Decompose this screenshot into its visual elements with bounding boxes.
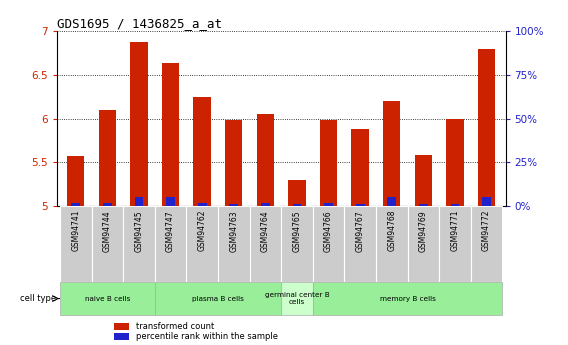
Text: GSM94771: GSM94771 bbox=[450, 210, 460, 252]
Bar bbox=[478, 49, 495, 206]
Text: GSM94765: GSM94765 bbox=[293, 210, 302, 252]
Text: GSM94763: GSM94763 bbox=[229, 210, 238, 252]
Bar bbox=[91, 206, 123, 282]
Bar bbox=[471, 206, 502, 282]
Text: naive B cells: naive B cells bbox=[85, 296, 130, 302]
Bar bbox=[114, 323, 130, 330]
Bar bbox=[135, 197, 143, 206]
Bar bbox=[293, 205, 301, 206]
Bar bbox=[72, 203, 80, 206]
Bar bbox=[114, 333, 130, 341]
Bar bbox=[450, 205, 460, 206]
Bar bbox=[419, 205, 428, 206]
Text: GSM94741: GSM94741 bbox=[71, 210, 80, 252]
Bar bbox=[60, 206, 91, 282]
Bar bbox=[289, 180, 306, 206]
Bar bbox=[376, 206, 408, 282]
Bar bbox=[383, 101, 400, 206]
Text: GSM94764: GSM94764 bbox=[261, 210, 270, 252]
Bar bbox=[60, 282, 154, 315]
Bar bbox=[198, 203, 207, 206]
Text: GSM94772: GSM94772 bbox=[482, 210, 491, 252]
Text: memory B cells: memory B cells bbox=[379, 296, 436, 302]
Bar bbox=[320, 119, 337, 206]
Bar bbox=[313, 206, 344, 282]
Bar bbox=[218, 206, 249, 282]
Bar bbox=[99, 110, 116, 206]
Text: GSM94745: GSM94745 bbox=[135, 210, 144, 252]
Bar bbox=[408, 206, 439, 282]
Bar bbox=[387, 197, 396, 206]
Bar bbox=[344, 206, 376, 282]
Bar bbox=[446, 119, 463, 206]
Text: GSM94747: GSM94747 bbox=[166, 210, 175, 252]
Bar bbox=[154, 282, 281, 315]
Text: plasma B cells: plasma B cells bbox=[192, 296, 244, 302]
Text: GSM94762: GSM94762 bbox=[198, 210, 207, 252]
Text: GSM94768: GSM94768 bbox=[387, 210, 396, 252]
Bar bbox=[313, 282, 502, 315]
Bar bbox=[281, 282, 313, 315]
Text: germinal center B
cells: germinal center B cells bbox=[265, 292, 329, 305]
Text: GSM94767: GSM94767 bbox=[356, 210, 365, 252]
Bar bbox=[162, 63, 179, 206]
Bar bbox=[439, 206, 471, 282]
Bar bbox=[415, 155, 432, 206]
Bar bbox=[257, 114, 274, 206]
Text: transformed count: transformed count bbox=[136, 322, 214, 331]
Bar bbox=[67, 156, 85, 206]
Bar bbox=[194, 97, 211, 206]
Text: percentile rank within the sample: percentile rank within the sample bbox=[136, 332, 278, 341]
Bar bbox=[123, 206, 154, 282]
Bar bbox=[249, 206, 281, 282]
Bar bbox=[324, 203, 333, 206]
Bar bbox=[229, 205, 238, 206]
Text: GSM94766: GSM94766 bbox=[324, 210, 333, 252]
Bar bbox=[154, 206, 186, 282]
Bar bbox=[103, 203, 112, 206]
Bar bbox=[225, 119, 243, 206]
Bar bbox=[166, 197, 175, 206]
Bar bbox=[186, 206, 218, 282]
Bar bbox=[356, 205, 365, 206]
Text: GSM94744: GSM94744 bbox=[103, 210, 112, 252]
Bar bbox=[352, 129, 369, 206]
Text: cell type: cell type bbox=[20, 294, 56, 303]
Bar bbox=[130, 41, 148, 206]
Bar bbox=[261, 203, 270, 206]
Bar bbox=[482, 197, 491, 206]
Text: GSM94769: GSM94769 bbox=[419, 210, 428, 252]
Text: GDS1695 / 1436825_a_at: GDS1695 / 1436825_a_at bbox=[57, 17, 222, 30]
Bar bbox=[281, 206, 313, 282]
